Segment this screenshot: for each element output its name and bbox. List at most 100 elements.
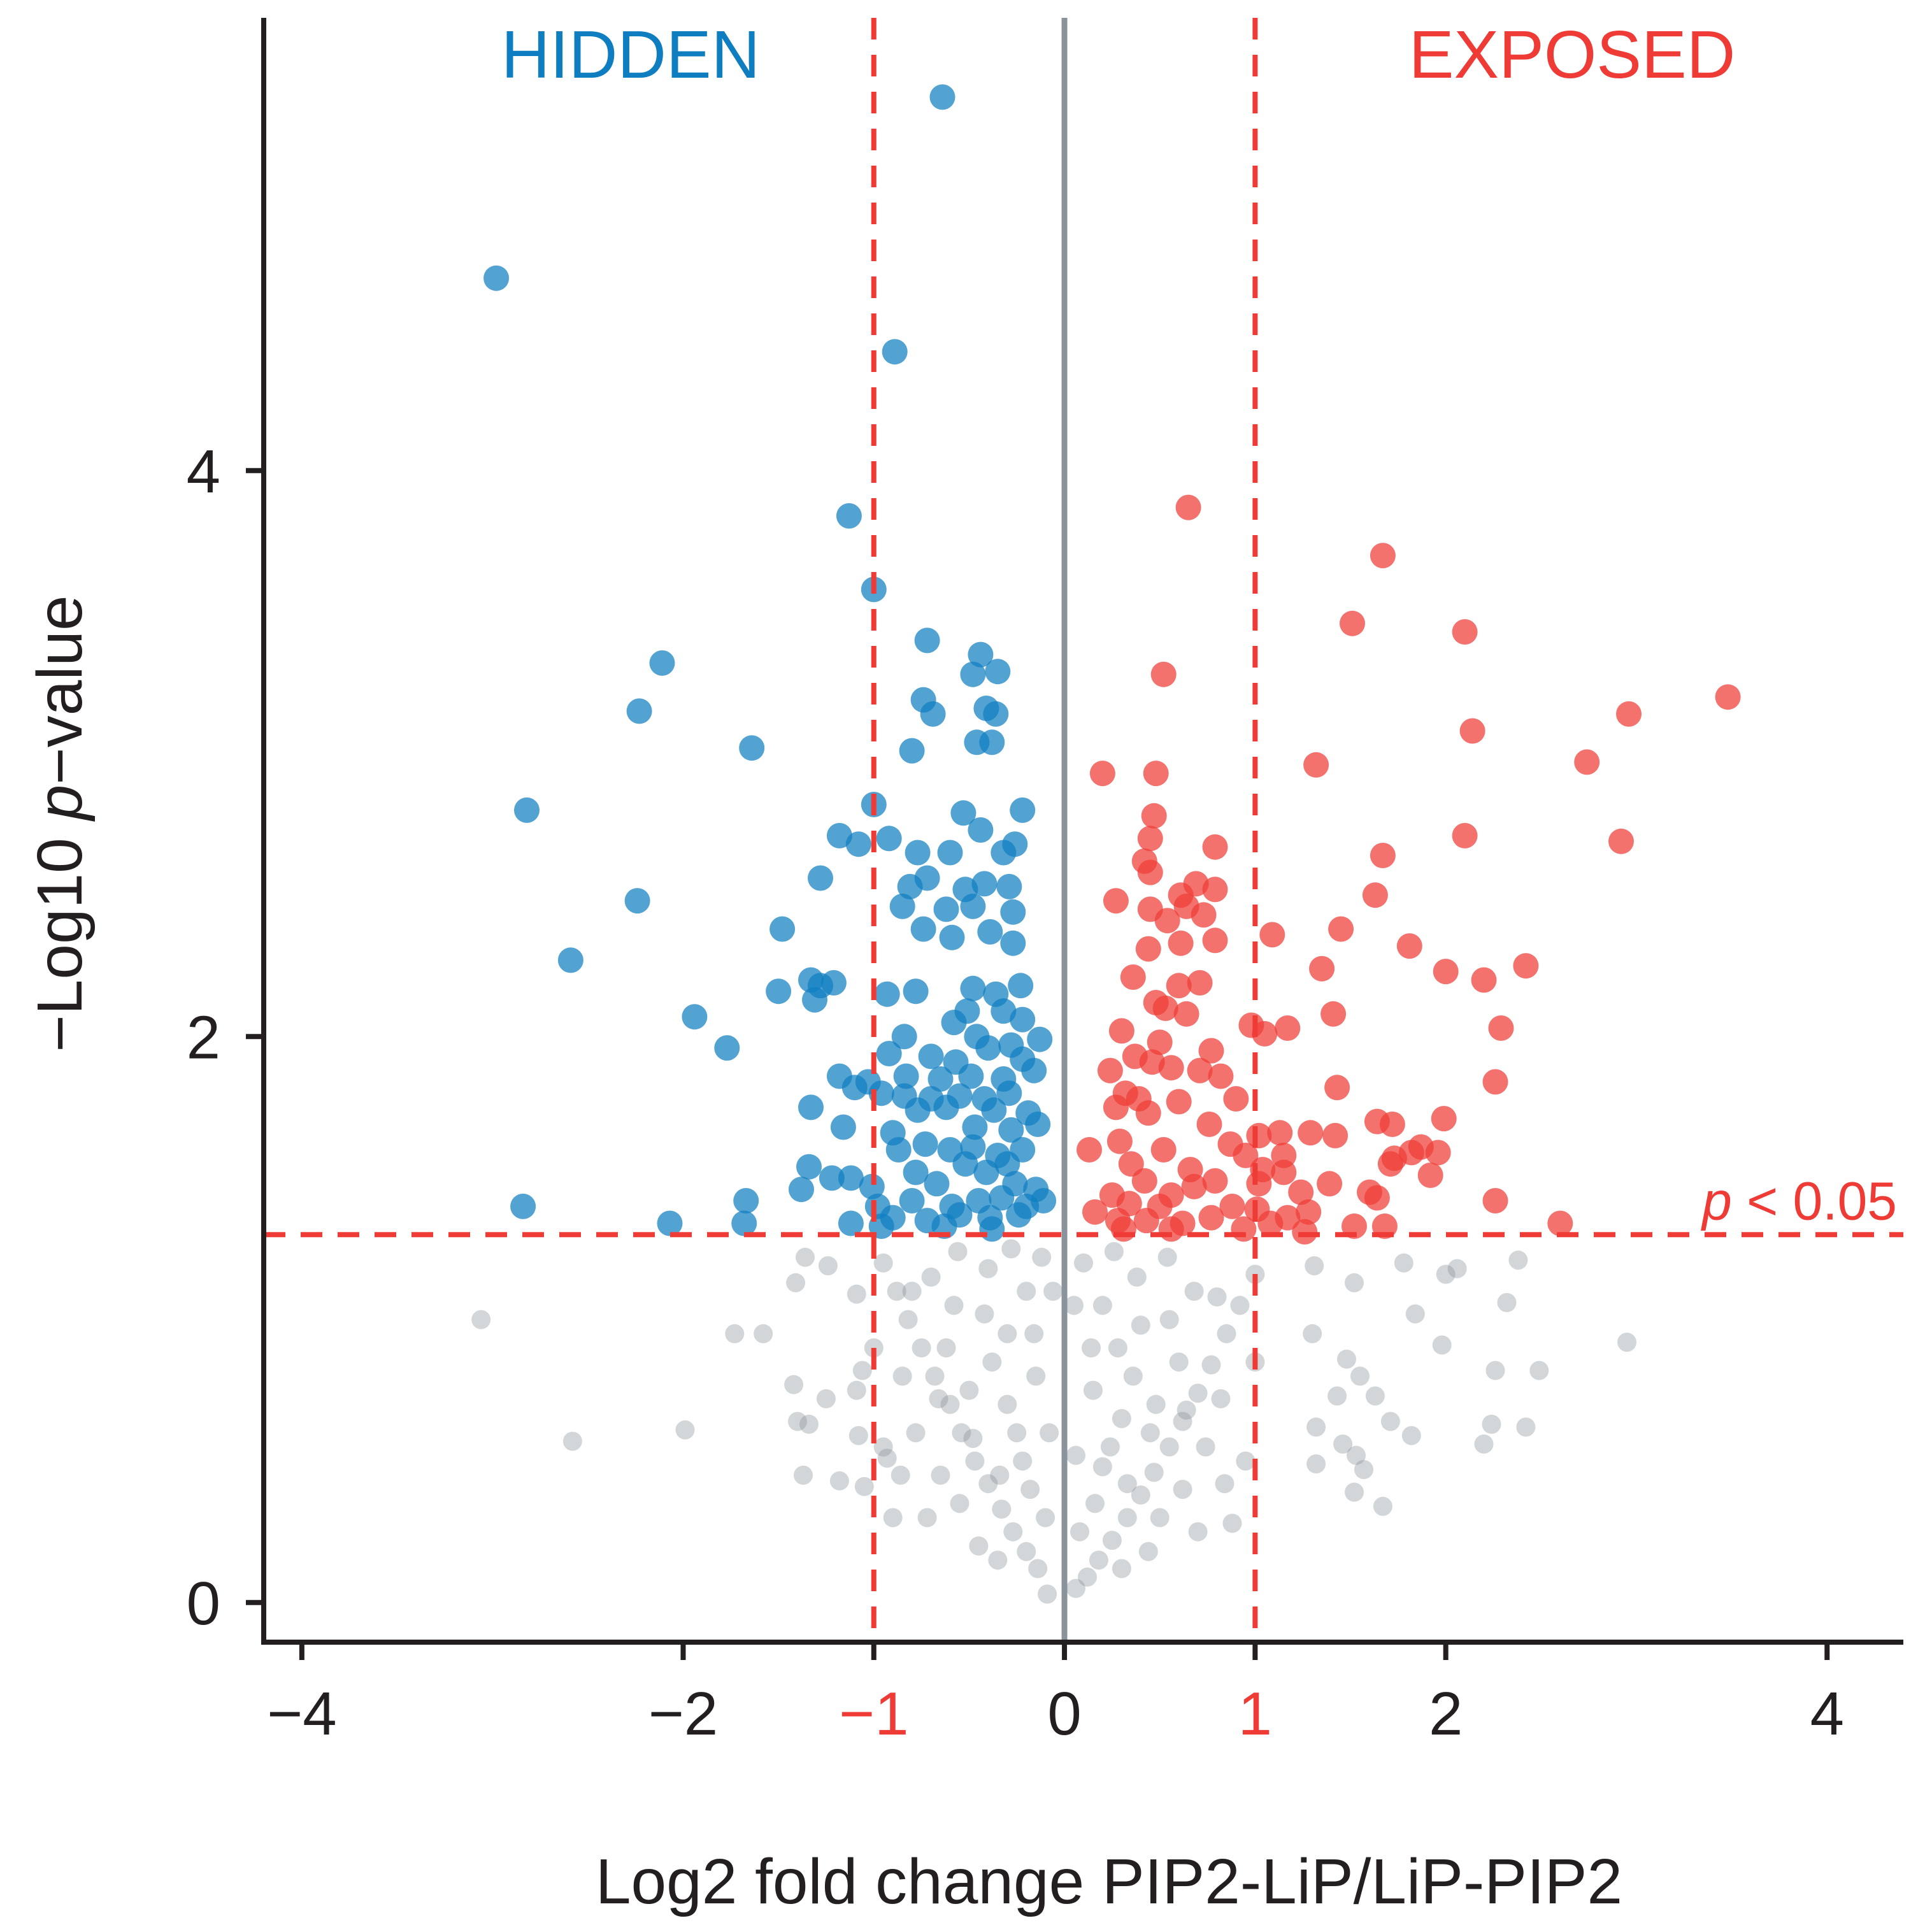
exposed-point — [1459, 718, 1485, 744]
not-significant-point — [1017, 1542, 1036, 1561]
exposed-point — [1208, 1063, 1234, 1089]
exposed-point — [1198, 1038, 1224, 1064]
hidden-point — [914, 865, 940, 891]
not-significant-point — [1230, 1296, 1250, 1315]
exposed-point — [1303, 752, 1329, 778]
exposed-point — [1166, 1089, 1192, 1115]
hidden-point — [893, 1063, 919, 1089]
exposed-point — [1137, 859, 1163, 885]
hidden-point — [657, 1210, 683, 1236]
not-significant-point — [1188, 1384, 1208, 1403]
not-significant-point — [1070, 1522, 1089, 1542]
hidden-point — [905, 1097, 931, 1123]
not-significant-point — [1013, 1451, 1033, 1471]
not-significant-point — [1064, 1296, 1084, 1315]
not-significant-point — [1380, 1412, 1400, 1431]
not-significant-point — [562, 1431, 582, 1451]
hidden-point — [979, 729, 1005, 755]
exposed-point — [1187, 1057, 1213, 1084]
not-significant-point — [982, 1352, 1002, 1372]
hidden-point — [739, 735, 765, 761]
exposed-point — [1246, 1171, 1272, 1197]
exposed-point — [1309, 955, 1335, 982]
hidden-point — [952, 1151, 978, 1177]
hidden-point — [841, 1075, 868, 1101]
not-significant-point — [952, 1423, 971, 1443]
y-axis-title-suffix: −value — [24, 595, 96, 784]
not-significant-point — [1127, 1267, 1147, 1287]
significance-label-rest: < 0.05 — [1732, 1171, 1897, 1231]
not-significant-point — [940, 1394, 960, 1414]
exposed-point — [1257, 1210, 1284, 1236]
exposed-point — [1431, 1106, 1457, 1132]
hidden-point — [960, 975, 986, 1001]
exposed-point — [1482, 1188, 1508, 1213]
exposed-point — [1082, 1199, 1108, 1225]
not-significant-point — [1474, 1435, 1494, 1454]
not-significant-point — [1173, 1412, 1192, 1431]
hidden-point — [899, 738, 925, 764]
not-significant-point — [921, 1267, 941, 1287]
exposed-point — [1202, 927, 1228, 954]
hidden-point — [731, 1210, 757, 1236]
hidden-point — [483, 265, 510, 291]
not-significant-point — [1173, 1480, 1192, 1499]
not-significant-point — [1085, 1494, 1105, 1513]
exposed-point — [1152, 995, 1178, 1021]
exposed-point — [1137, 826, 1163, 852]
not-significant-point — [471, 1310, 491, 1329]
hidden-point — [996, 1080, 1022, 1106]
exposed-point — [1181, 1173, 1207, 1199]
not-significant-point — [1078, 1567, 1097, 1587]
not-significant-point — [1169, 1352, 1189, 1372]
not-significant-point — [848, 1426, 868, 1445]
exposed-point — [1131, 1168, 1157, 1194]
not-significant-point — [944, 1296, 964, 1315]
hidden-point — [819, 1165, 845, 1191]
x-axis-title: Log2 fold change PIP2-LiP/LiP-PIP2 — [596, 1846, 1622, 1917]
hidden-point — [937, 840, 963, 866]
exposed-point — [1103, 888, 1129, 914]
not-significant-point — [1305, 1256, 1324, 1276]
exposed-point — [1488, 1015, 1514, 1041]
hidden-point — [1010, 1006, 1036, 1033]
x-tick-label: 4 — [1810, 1680, 1844, 1748]
not-significant-point — [1347, 1445, 1366, 1465]
hidden-point — [924, 1171, 950, 1197]
hidden-point — [971, 871, 998, 897]
hidden-point — [1002, 831, 1028, 857]
exposed-point — [1417, 1163, 1443, 1188]
exposed-point — [1158, 1216, 1184, 1242]
exposed-point — [1135, 936, 1161, 962]
exposed-point — [1364, 1185, 1390, 1211]
hidden-point — [714, 1035, 740, 1061]
not-significant-point — [998, 1394, 1017, 1414]
hidden-point — [927, 1066, 954, 1092]
not-significant-point — [877, 1449, 897, 1468]
not-significant-point — [978, 1474, 998, 1494]
hidden-point — [1027, 1026, 1053, 1052]
not-significant-point — [1074, 1253, 1093, 1273]
not-significant-point — [1207, 1287, 1227, 1306]
exposed-point — [1198, 1205, 1224, 1231]
hidden-point — [918, 1043, 944, 1070]
not-significant-point — [988, 1550, 1008, 1570]
exposed-point — [1370, 543, 1396, 569]
not-significant-point — [1436, 1264, 1456, 1284]
exposed-point — [1322, 1122, 1349, 1148]
x-tick-label: −2 — [648, 1680, 718, 1748]
hidden-point — [985, 659, 1011, 685]
not-significant-point — [1432, 1335, 1452, 1355]
significance-label-p: p — [1700, 1171, 1732, 1231]
exposed-point — [1110, 1216, 1136, 1242]
not-significant-point — [978, 1259, 998, 1278]
not-significant-point — [1157, 1247, 1177, 1267]
exposed-point — [1175, 494, 1201, 520]
hidden-point — [808, 865, 833, 891]
not-significant-point — [1100, 1437, 1120, 1457]
y-tick-label: 4 — [187, 438, 220, 506]
hidden-point — [1008, 973, 1034, 999]
not-significant-point — [1131, 1485, 1150, 1505]
not-significant-point — [1117, 1508, 1137, 1528]
not-significant-point — [1447, 1259, 1467, 1278]
